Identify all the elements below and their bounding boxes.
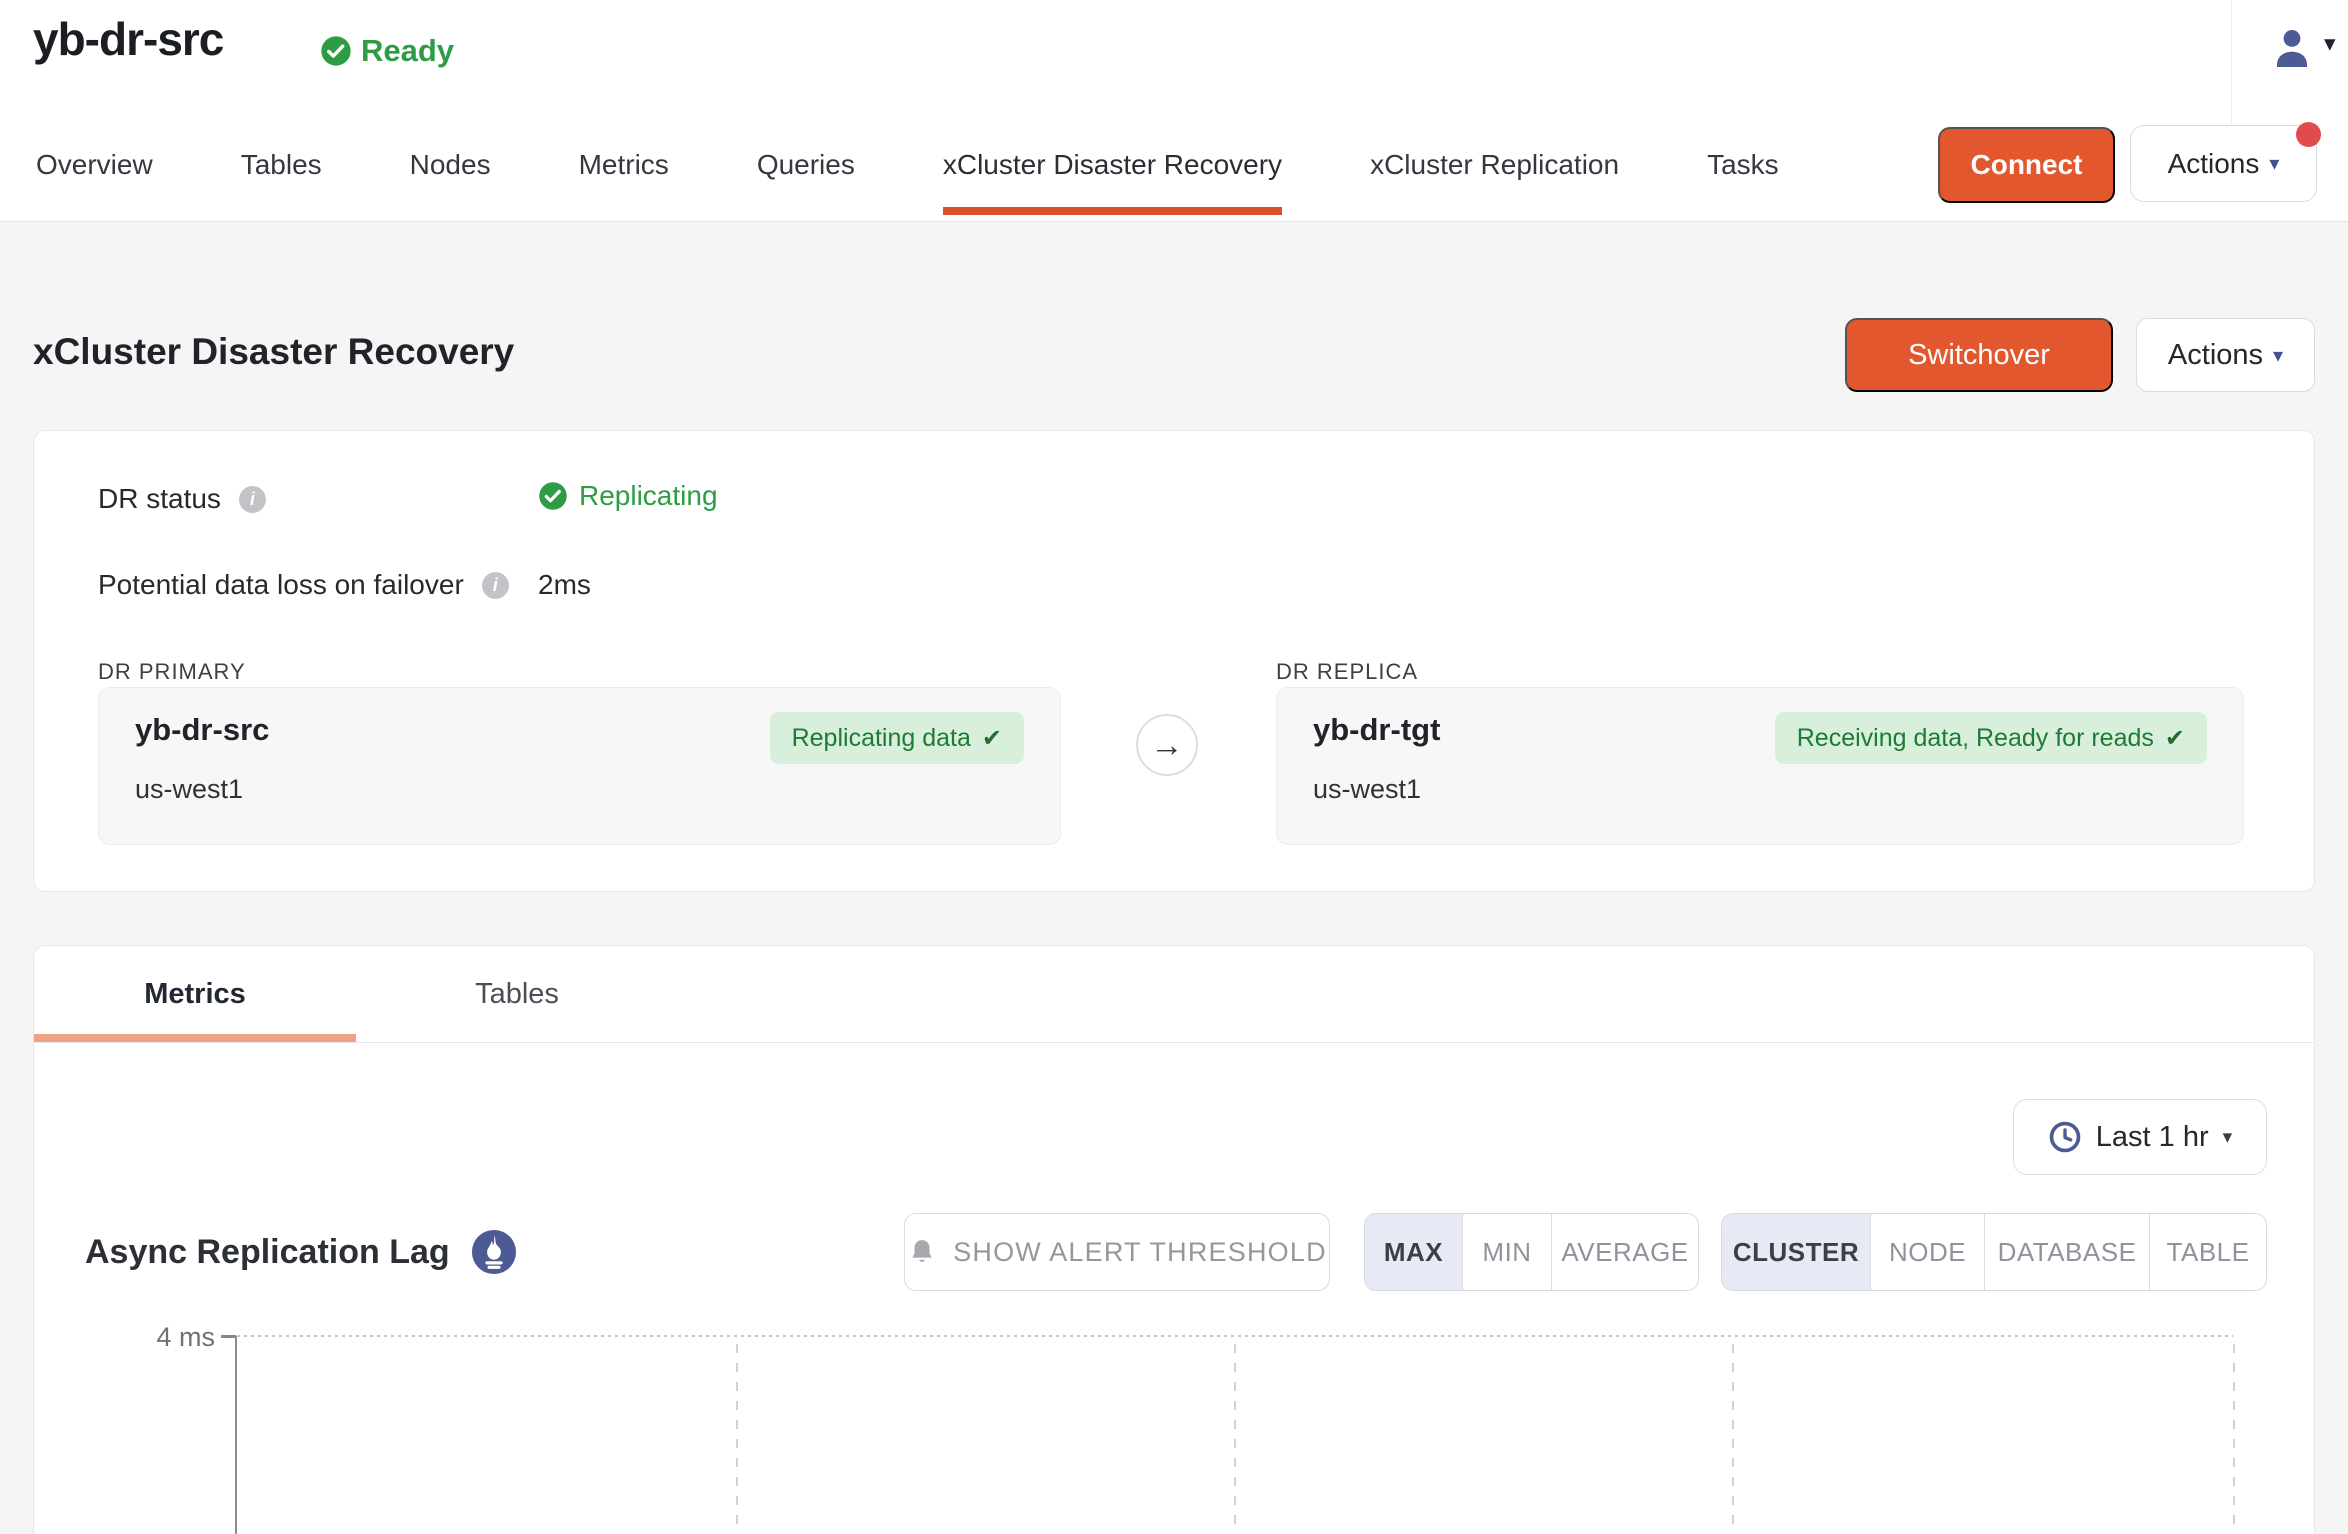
chart-title: Async Replication Lag — [85, 1233, 450, 1271]
dr-replica-badge-text: Receiving data, Ready for reads — [1796, 723, 2154, 752]
dr-status-text: Replicating — [579, 480, 718, 511]
data-loss-value: 2ms — [538, 569, 591, 600]
granularity-option-node[interactable]: NODE — [1870, 1214, 1984, 1290]
metrics-panel: Metrics Tables Last 1 hr ▾ Async Replica… — [33, 945, 2315, 1534]
show-alert-threshold-button[interactable]: SHOW ALERT THRESHOLD — [904, 1213, 1330, 1291]
aggregation-option-min[interactable]: MIN — [1462, 1214, 1551, 1290]
switchover-button[interactable]: Switchover — [1845, 318, 2113, 392]
y-axis-tick-label: 4 ms — [156, 1322, 215, 1352]
page-title: xCluster Disaster Recovery — [33, 331, 515, 372]
dr-overview-card: DR status i Replicating Potential data l… — [33, 430, 2315, 892]
time-range-dropdown[interactable]: Last 1 hr ▾ — [2013, 1099, 2267, 1175]
chevron-down-icon: ▾ — [2222, 1126, 2233, 1148]
alert-threshold-label: SHOW ALERT THRESHOLD — [953, 1236, 1327, 1267]
tab-metrics[interactable]: Metrics — [578, 149, 669, 180]
dr-primary-card[interactable]: yb-dr-src Replicating data ✔ us-west1 — [98, 687, 1061, 845]
time-range-label: Last 1 hr — [2095, 1120, 2209, 1153]
y-axis-tick — [221, 1335, 236, 1338]
dr-status-row: DR status i — [98, 483, 266, 515]
universe-name: yb-dr-src — [33, 13, 224, 65]
tab-queries[interactable]: Queries — [756, 149, 855, 180]
tab-panel-tables[interactable]: Tables — [475, 978, 559, 1010]
tab-panel-metrics[interactable]: Metrics — [34, 946, 356, 1043]
info-icon[interactable]: i — [238, 485, 266, 513]
dr-replica-card[interactable]: yb-dr-tgt Receiving data, Ready for read… — [1276, 687, 2244, 845]
dr-primary-badge-text: Replicating data — [791, 723, 971, 752]
dr-primary-role-label: DR PRIMARY — [98, 659, 246, 684]
check-icon: ✔ — [981, 724, 1002, 752]
header-actions-button[interactable]: Actions ▾ — [2130, 125, 2317, 202]
granularity-option-table[interactable]: TABLE — [2149, 1214, 2266, 1290]
prometheus-icon — [471, 1229, 517, 1275]
universe-status-badge: Ready — [320, 33, 454, 69]
dr-primary-name: yb-dr-src — [135, 712, 270, 747]
page-actions-button[interactable]: Actions ▾ — [2136, 318, 2315, 392]
header-divider — [2231, 0, 2232, 150]
primary-nav: Overview Tables Nodes Metrics Queries xC… — [36, 150, 1779, 215]
dr-replica-region: us-west1 — [1313, 774, 1422, 804]
tab-tables[interactable]: Tables — [240, 149, 322, 180]
tab-xcluster-disaster-recovery[interactable]: xCluster Disaster Recovery — [942, 150, 1283, 215]
page-actions-label: Actions — [2167, 338, 2264, 371]
aggregation-option-max[interactable]: MAX — [1365, 1214, 1462, 1290]
metrics-panel-tabs: Metrics Tables — [34, 946, 2314, 1043]
header-actions-label: Actions — [2167, 147, 2260, 179]
gridline-horizontal — [237, 1335, 2233, 1337]
dr-status-label: DR status — [98, 483, 221, 514]
dr-primary-region: us-west1 — [135, 774, 244, 804]
granularity-option-database[interactable]: DATABASE — [1984, 1214, 2149, 1290]
arrow-right-icon: → — [1150, 726, 1184, 763]
replication-direction-indicator: → — [1136, 714, 1198, 776]
dr-status-value: Replicating — [538, 480, 718, 512]
dr-replica-role-label: DR REPLICA — [1276, 659, 1419, 684]
aggregation-option-average[interactable]: AVERAGE — [1551, 1214, 1698, 1290]
tab-tasks[interactable]: Tasks — [1707, 149, 1779, 180]
data-loss-row: Potential data loss on failover i — [98, 569, 509, 601]
dr-replica-name: yb-dr-tgt — [1313, 712, 1441, 747]
bell-icon — [912, 1240, 932, 1262]
granularity-toggle: CLUSTER NODE DATABASE TABLE — [1721, 1213, 2267, 1291]
aggregation-toggle: MAX MIN AVERAGE — [1364, 1213, 1699, 1291]
universe-status-label: Ready — [361, 33, 455, 68]
clock-icon — [2049, 1121, 2081, 1153]
app-header: yb-dr-src Ready ▾ Overview Tables Nodes … — [0, 0, 2348, 222]
granularity-option-cluster[interactable]: CLUSTER — [1722, 1214, 1870, 1290]
gridline-vertical — [1234, 1344, 1236, 1534]
user-avatar-icon[interactable] — [2268, 24, 2316, 72]
notification-dot — [2296, 122, 2321, 147]
gridline-vertical — [1732, 1344, 1734, 1534]
chevron-down-icon: ▾ — [2269, 153, 2280, 175]
y-axis-line — [235, 1336, 237, 1534]
tab-xcluster-replication[interactable]: xCluster Replication — [1370, 149, 1620, 180]
user-menu-caret-icon[interactable]: ▾ — [2324, 30, 2336, 56]
tab-nodes[interactable]: Nodes — [409, 149, 491, 180]
info-icon[interactable]: i — [481, 571, 509, 599]
dr-replica-status-badge: Receiving data, Ready for reads ✔ — [1774, 712, 2207, 764]
check-icon: ✔ — [2164, 724, 2185, 752]
chevron-down-icon: ▾ — [2273, 344, 2284, 367]
dr-primary-status-badge: Replicating data ✔ — [769, 712, 1024, 764]
check-circle-icon — [321, 36, 351, 66]
check-circle-icon — [539, 482, 567, 510]
connect-button[interactable]: Connect — [1938, 127, 2115, 203]
data-loss-label: Potential data loss on failover — [98, 569, 464, 600]
tab-overview[interactable]: Overview — [36, 149, 153, 180]
gridline-vertical — [736, 1344, 738, 1534]
gridline-vertical — [2233, 1344, 2235, 1534]
